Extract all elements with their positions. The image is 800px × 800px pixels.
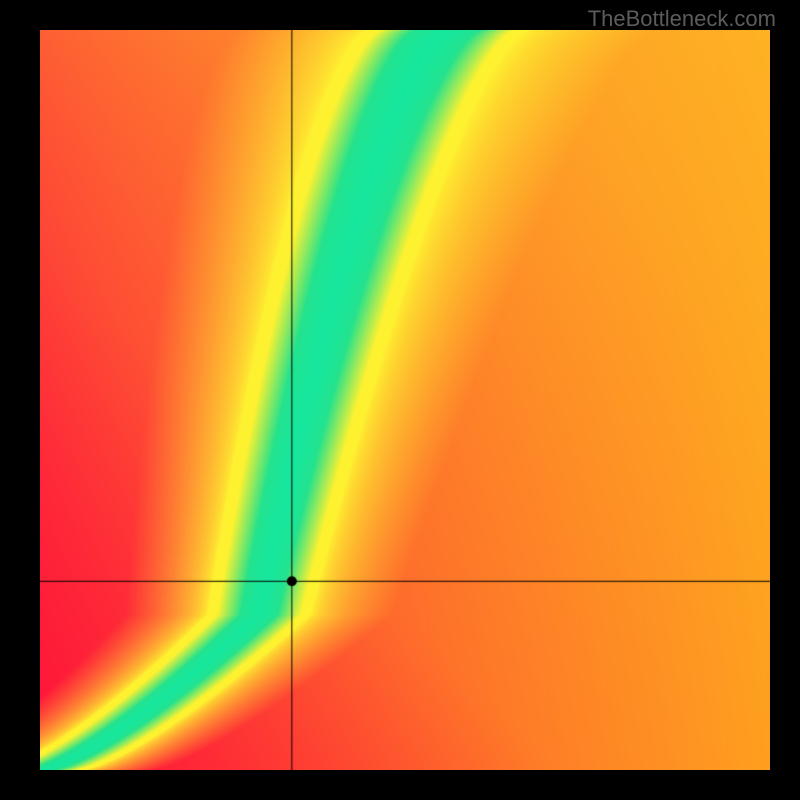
chart-container: { "watermark": { "text": "TheBottleneck.… bbox=[0, 0, 800, 800]
watermark-text: TheBottleneck.com bbox=[588, 6, 776, 32]
bottleneck-heatmap bbox=[40, 30, 770, 770]
